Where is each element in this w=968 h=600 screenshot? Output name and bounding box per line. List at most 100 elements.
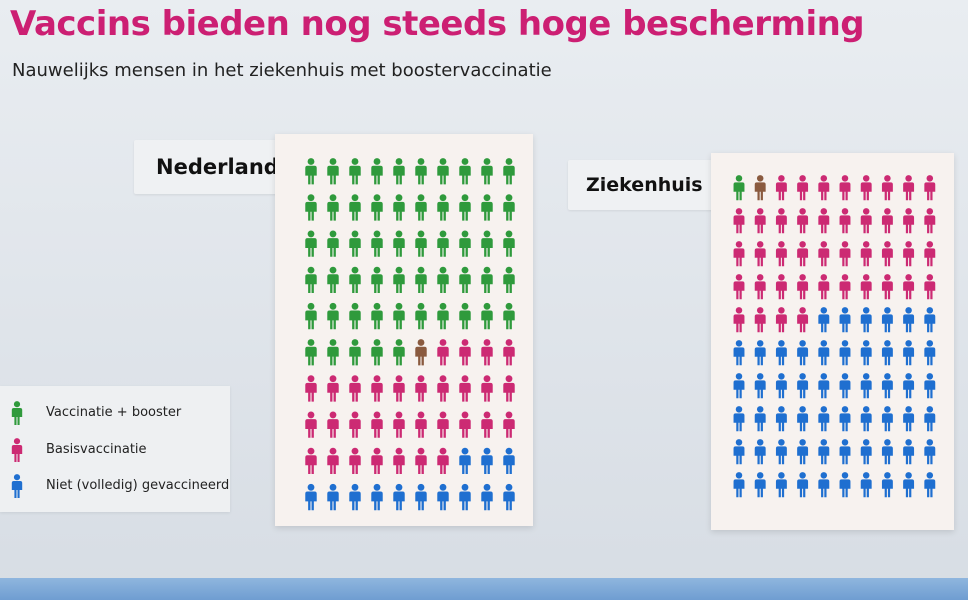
nederland-person-icon-booster — [371, 230, 383, 257]
nederland-person-icon-basis — [371, 375, 383, 402]
nederland-person-icon-basis — [459, 339, 471, 366]
nederland-person-icon-niet — [415, 483, 427, 511]
ziekenhuis-person-icon-niet — [797, 373, 809, 399]
ziekenhuis-person-icon-basis — [818, 241, 830, 267]
nederland-person-icon-basis — [305, 375, 317, 402]
nederland-person-icon-booster — [327, 302, 339, 330]
ziekenhuis-person-icon-niet — [797, 340, 809, 366]
ziekenhuis-person-icon-niet — [733, 472, 745, 498]
ziekenhuis-person-icon-basis — [733, 307, 745, 333]
ziekenhuis-person-icon-niet — [839, 340, 851, 366]
ziekenhuis-person-icon-niet — [860, 340, 872, 366]
ziekenhuis-person-icon-basis — [839, 175, 851, 201]
nederland-person-icon-niet — [371, 483, 383, 511]
nederland-person-icon-basis — [503, 411, 515, 438]
legend-label-niet: Niet (volledig) gevaccineerd — [46, 478, 230, 493]
nederland-person-icon-niet — [437, 483, 449, 511]
ziekenhuis-person-icon-niet — [733, 373, 745, 399]
nederland-person-icon-booster — [481, 266, 493, 293]
ziekenhuis-person-icon-basis — [754, 307, 766, 333]
ziekenhuis-person-icon-niet — [903, 340, 915, 366]
nederland-person-icon-booster — [393, 339, 405, 366]
nederland-person-icon-booster — [393, 302, 405, 330]
ziekenhuis-person-icon-niet — [733, 439, 745, 465]
nederland-person-icon-niet — [305, 483, 317, 511]
ziekenhuis-person-icon-basis — [797, 307, 809, 333]
ziekenhuis-person-icon-basis — [818, 274, 830, 300]
nederland-person-icon-basis — [503, 375, 515, 402]
nederland-person-icon-basis — [481, 375, 493, 402]
nederland-person-icon-booster — [415, 230, 427, 257]
nederland-person-icon-basis — [415, 447, 427, 474]
panel-label-nederland: Nederland — [134, 140, 284, 194]
nederland-person-icon-booster — [437, 158, 449, 185]
nederland-person-icon-booster — [393, 158, 405, 185]
legend: Vaccinatie + booster Basisvaccinatie Nie… — [0, 386, 230, 512]
nederland-person-icon-booster — [459, 158, 471, 185]
ziekenhuis-person-icon-niet — [797, 472, 809, 498]
nederland-person-icon-booster — [393, 230, 405, 257]
nederland-person-icon-basis — [415, 375, 427, 402]
nederland-person-icon-booster — [459, 266, 471, 293]
nederland-person-icon-basis — [437, 447, 449, 474]
ziekenhuis-person-icon-basis — [860, 274, 872, 300]
ziekenhuis-person-icon-niet — [754, 406, 766, 432]
nederland-person-icon-booster — [349, 339, 361, 366]
nederland-person-icon-niet — [459, 447, 471, 474]
ziekenhuis-person-icon-niet — [818, 439, 830, 465]
pictogram-nederland-svg — [305, 158, 515, 511]
ziekenhuis-person-icon-basis — [797, 175, 809, 201]
nederland-person-icon-booster — [371, 266, 383, 293]
nederland-person-icon-booster — [503, 158, 515, 185]
nederland-person-icon-booster — [415, 194, 427, 221]
nederland-person-icon-booster — [327, 266, 339, 293]
nederland-person-icon-basis — [305, 447, 317, 474]
ziekenhuis-person-icon-basis — [881, 208, 893, 234]
legend-item-niet: Niet (volledig) gevaccineerd — [0, 473, 230, 499]
ziekenhuis-person-icon-niet — [754, 373, 766, 399]
nederland-person-icon-booster — [371, 339, 383, 366]
nederland-person-icon-booster — [327, 339, 339, 366]
ziekenhuis-person-icon-niet — [860, 472, 872, 498]
ziekenhuis-person-icon-niet — [839, 373, 851, 399]
ziekenhuis-person-icon-niet — [754, 340, 766, 366]
nederland-person-icon-basis — [437, 339, 449, 366]
nederland-person-icon-basis — [459, 411, 471, 438]
ziekenhuis-person-icon-unknown — [754, 175, 766, 201]
ziekenhuis-person-icon-basis — [733, 208, 745, 234]
nederland-person-icon-booster — [503, 266, 515, 293]
ziekenhuis-person-icon-niet — [903, 472, 915, 498]
nederland-person-icon-basis — [459, 375, 471, 402]
pictogram-nederland — [275, 134, 533, 526]
ziekenhuis-person-icon-niet — [733, 340, 745, 366]
ziekenhuis-person-icon-basis — [903, 175, 915, 201]
ziekenhuis-person-icon-niet — [924, 373, 936, 399]
nederland-person-icon-booster — [327, 230, 339, 257]
ziekenhuis-person-icon-basis — [903, 274, 915, 300]
ziekenhuis-person-icon-niet — [754, 439, 766, 465]
ziekenhuis-person-icon-basis — [924, 175, 936, 201]
ziekenhuis-person-icon-niet — [839, 406, 851, 432]
ziekenhuis-person-icon-niet — [903, 307, 915, 333]
nederland-person-icon-basis — [327, 447, 339, 474]
ziekenhuis-person-icon-basis — [754, 208, 766, 234]
ziekenhuis-person-icon-basis — [733, 241, 745, 267]
ziekenhuis-person-icon-niet — [818, 340, 830, 366]
nederland-person-icon-basis — [481, 339, 493, 366]
screen-bottom-bar — [0, 578, 968, 600]
nederland-person-icon-booster — [371, 158, 383, 185]
page-subtitle: Nauwelijks mensen in het ziekenhuis met … — [12, 60, 552, 81]
nederland-person-icon-booster — [459, 230, 471, 257]
nederland-person-icon-booster — [327, 194, 339, 221]
legend-person-icon — [11, 474, 23, 498]
nederland-person-icon-booster — [349, 266, 361, 293]
nederland-person-icon-booster — [349, 158, 361, 185]
nederland-person-icon-basis — [349, 411, 361, 438]
nederland-person-icon-booster — [415, 302, 427, 330]
ziekenhuis-person-icon-niet — [754, 472, 766, 498]
nederland-person-icon-booster — [437, 194, 449, 221]
ziekenhuis-person-icon-niet — [775, 472, 787, 498]
nederland-person-icon-booster — [415, 158, 427, 185]
ziekenhuis-person-icon-niet — [839, 472, 851, 498]
panel-label-ziekenhuis: Ziekenhuis — [568, 160, 718, 210]
